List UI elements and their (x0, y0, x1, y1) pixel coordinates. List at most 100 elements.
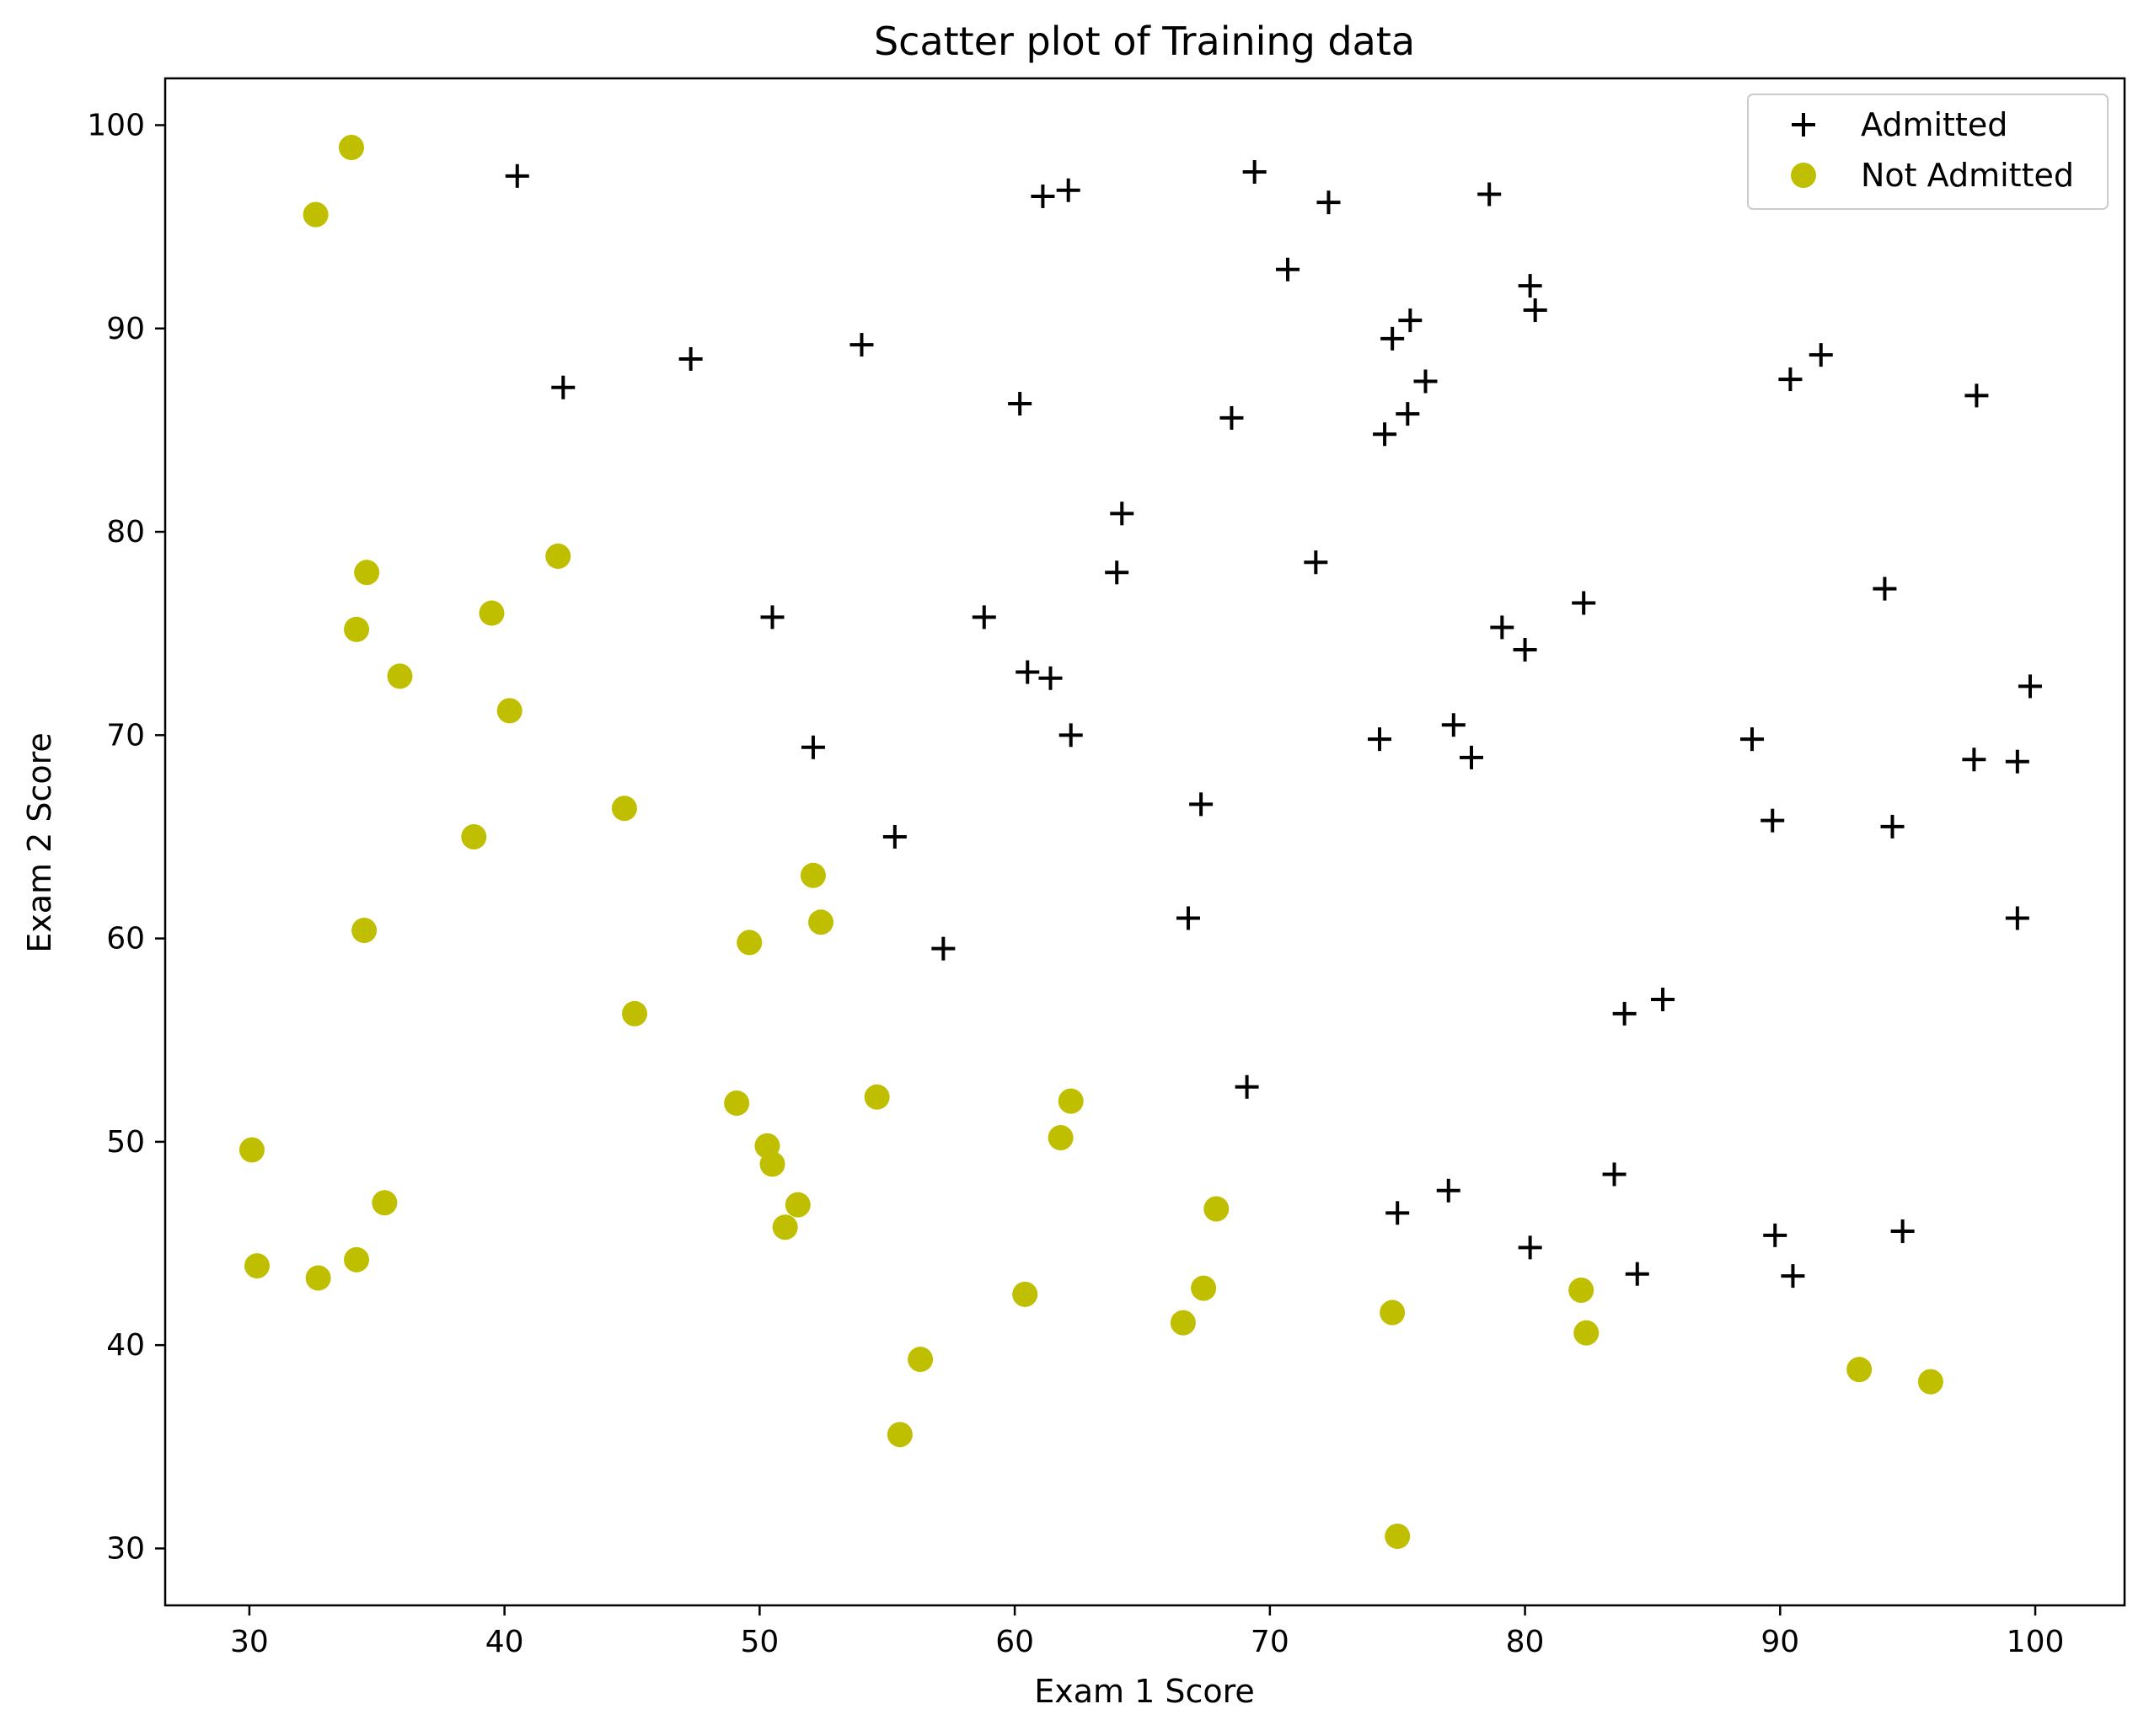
legend: Admitted Not Admitted (1747, 94, 2109, 210)
admitted-point (1413, 369, 1438, 394)
not-admitted-point (344, 616, 370, 642)
admitted-point (1477, 182, 1502, 206)
admitted-point (2018, 674, 2042, 699)
not-admitted-point (1573, 1320, 1600, 1346)
not-admitted-point (1846, 1357, 1873, 1383)
admitted-point (1441, 713, 1466, 737)
not-admitted-point (1568, 1278, 1594, 1304)
admitted-point (1513, 637, 1537, 662)
not-admitted-point (785, 1192, 811, 1218)
admitted-point (1523, 298, 1547, 323)
not-admitted-point (244, 1253, 270, 1279)
x-tick-label: 60 (995, 1625, 1034, 1659)
admitted-point (1105, 560, 1129, 585)
not-admitted-point (372, 1190, 398, 1216)
x-tick-label: 90 (1760, 1625, 1799, 1659)
admitted-point (1380, 326, 1405, 351)
admitted-point (1962, 747, 1986, 772)
admitted-point (1602, 1162, 1626, 1187)
not-admitted-point (737, 930, 763, 956)
admitted-point (1809, 343, 1833, 367)
admitted-point (931, 936, 956, 961)
admitted-point (1625, 1262, 1649, 1286)
admitted-point (1781, 1264, 1805, 1289)
not-admitted-point (622, 1000, 648, 1026)
admitted-point (1518, 274, 1542, 298)
x-tick-label: 40 (485, 1625, 524, 1659)
not-admitted-point (772, 1214, 798, 1240)
not-admitted-point (887, 1422, 913, 1448)
admitted-point (1038, 666, 1063, 690)
not-admitted-point (238, 1137, 265, 1163)
not-admitted-point (338, 135, 364, 161)
legend-circle-marker (1791, 163, 1816, 188)
admitted-point (1740, 727, 1765, 752)
admitted-point (1219, 405, 1244, 430)
not-admitted-point (1917, 1369, 1943, 1395)
y-tick-label: 50 (106, 1125, 145, 1160)
admitted-point (1276, 257, 1300, 281)
admitted-point (1763, 1223, 1787, 1247)
not-admitted-point (1170, 1310, 1196, 1336)
y-tick-label: 100 (87, 108, 145, 142)
admitted-point (1880, 814, 1905, 839)
not-admitted-point (759, 1151, 785, 1177)
not-admitted-point (808, 909, 834, 935)
not-admitted-point (545, 544, 571, 570)
admitted-point (882, 824, 907, 849)
not-admitted-point (908, 1347, 934, 1373)
admitted-point (1189, 792, 1214, 817)
plot-area: 30 40 50 60 70 80 90 100 30 40 50 60 70 80 90 100 (87, 77, 2126, 1659)
admitted-point (1518, 1235, 1542, 1260)
admitted-point (1572, 591, 1596, 615)
not-admitted-point (351, 917, 378, 943)
admitted-point (1398, 308, 1423, 333)
not-admitted-point (354, 560, 380, 586)
y-axis-ticks: 30 40 50 60 70 80 90 100 (87, 108, 165, 1566)
x-tick-label: 80 (1506, 1625, 1545, 1659)
admitted-point (1460, 745, 1483, 769)
y-tick-label: 30 (106, 1531, 145, 1566)
admitted-point (1031, 184, 1055, 208)
y-tick-label: 80 (106, 515, 145, 549)
x-tick-label: 100 (2007, 1625, 2065, 1659)
admitted-point (1490, 615, 1514, 640)
admitted-point (2005, 749, 2029, 774)
admitted-point (1964, 383, 1989, 408)
admitted-point (1304, 550, 1328, 575)
not-admitted-point (387, 663, 413, 689)
admitted-point (551, 375, 576, 399)
admitted-point (1396, 402, 1420, 426)
legend-label-not-admitted: Not Admitted (1861, 157, 2074, 194)
not-admitted-point (479, 600, 505, 626)
x-tick-label: 30 (230, 1625, 269, 1659)
admitted-point (760, 605, 785, 630)
not-admitted-point (1058, 1088, 1084, 1114)
admitted-point (1373, 422, 1397, 447)
y-tick-label: 60 (106, 922, 145, 956)
x-tick-label: 50 (740, 1625, 779, 1659)
not-admitted-point (1012, 1281, 1038, 1307)
y-axis-label: Exam 2 Score (21, 732, 58, 953)
admitted-point (505, 163, 529, 188)
not-admitted-point (611, 796, 637, 822)
admitted-point (1385, 1201, 1410, 1225)
admitted-point (1612, 1001, 1637, 1026)
admitted-point (1016, 660, 1040, 684)
not-admitted-point (1048, 1125, 1074, 1151)
not-admitted-point (800, 862, 826, 888)
plot-frame (163, 77, 2126, 1607)
legend-plus-marker (1792, 113, 1815, 137)
not-admitted-point (303, 201, 329, 228)
admitted-point (1056, 178, 1080, 202)
not-admitted-point (305, 1265, 331, 1291)
admitted-point (1760, 808, 1785, 833)
chart-title: Scatter plot of Training data (874, 19, 1415, 64)
not-admitted-point (864, 1084, 890, 1110)
not-admitted-point (344, 1246, 370, 1273)
admitted-point (1436, 1178, 1460, 1203)
legend-label-admitted: Admitted (1861, 106, 2007, 143)
admitted-point (1176, 906, 1200, 930)
not-admitted-point (724, 1090, 750, 1117)
